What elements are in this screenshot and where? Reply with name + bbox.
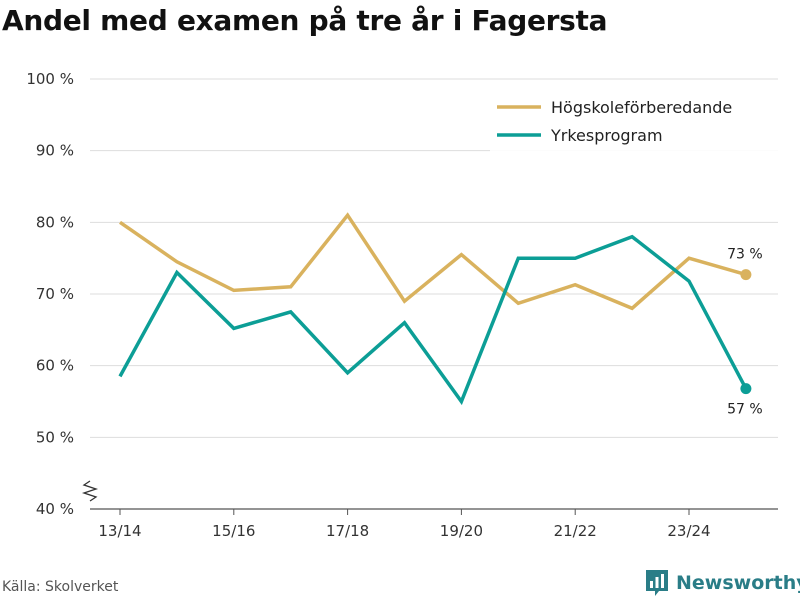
y-tick-label: 60 % [36,357,74,375]
end-value-label: 73 % [727,247,763,263]
series-line-yrkesprogram [118,234,748,406]
source-note: Källa: Skolverket [2,579,119,595]
series-end-point [740,383,752,395]
y-tick-label: 80 % [36,213,74,231]
axis-break-mark [81,480,99,502]
x-tick-label: 23/24 [667,522,710,540]
legend-label: Yrkesprogram [550,126,663,145]
end-value-label: 57 % [727,402,763,418]
y-tick-label: 90 % [36,142,74,160]
x-tick-label: 17/18 [326,522,369,540]
brand-name: Newsworthy [676,572,800,594]
series-lines [118,212,752,406]
series-end-point [740,269,752,281]
newsworthy-logo-icon [646,570,668,596]
x-axis: 13/14 15/16 17/18 19/20 21/22 23/24 [81,480,778,540]
y-tick-label: 40 % [36,500,74,518]
end-labels: 73 % 57 % [727,247,763,418]
legend: Högskoleförberedande Yrkesprogram [490,90,778,152]
x-tick-label: 15/16 [212,522,255,540]
x-tick-label: 21/22 [554,522,597,540]
newsworthy-logo: Newsworthy [644,569,800,597]
legend-background [490,90,778,152]
y-tick-label: 50 % [36,428,74,446]
x-tick-label: 13/14 [98,522,141,540]
y-tick-label: 70 % [36,285,74,303]
y-tick-label: 100 % [26,70,74,88]
y-axis-ticks: 40 % 50 % 60 % 70 % 80 % 90 % 100 % [26,70,74,518]
legend-label: Högskoleförberedande [551,98,732,117]
series-line-hogskoleforberedande [119,212,747,311]
x-tick-label: 19/20 [440,522,483,540]
chart-title: Andel med examen på tre år i Fagersta [2,4,608,37]
